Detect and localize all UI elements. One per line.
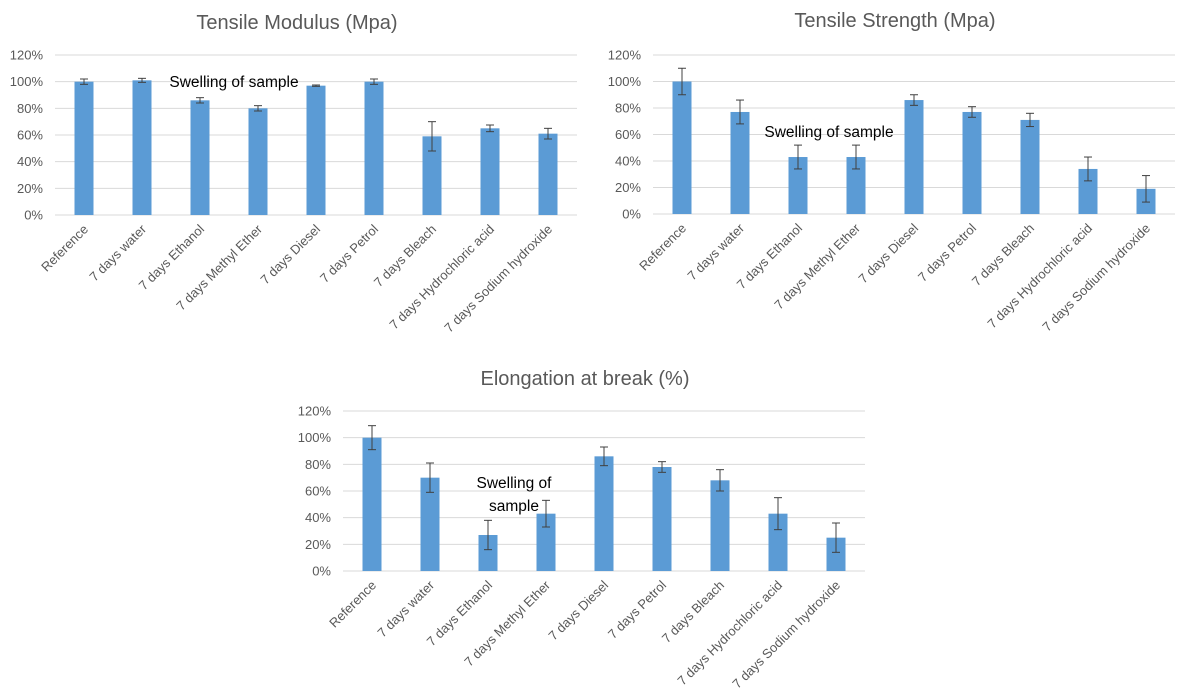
y-tick-label: 40% (615, 154, 641, 169)
x-tick-label: 7 days Petrol (915, 220, 979, 284)
x-tick-label: 7 days Diesel (257, 221, 323, 287)
y-tick-label: 60% (305, 484, 331, 499)
x-tick-label: 7 days Diesel (545, 577, 611, 643)
y-tick-label: 60% (17, 128, 43, 143)
bar (190, 100, 210, 215)
bar (306, 85, 326, 216)
x-tick-label: 7 days Petrol (317, 221, 381, 285)
y-tick-label: 120% (298, 404, 332, 419)
bar (478, 535, 498, 571)
x-tick-label: 7 days Sodium hydroxide (729, 578, 843, 692)
x-tick-label: 7 days Diesel (855, 220, 921, 286)
annotation-text: sample (489, 498, 539, 515)
bar (730, 111, 750, 214)
bar (594, 456, 614, 571)
y-tick-label: 80% (615, 101, 641, 116)
y-tick-label: 0% (622, 207, 641, 222)
y-tick-label: 80% (17, 101, 43, 116)
bar (672, 81, 692, 214)
y-tick-label: 20% (615, 180, 641, 195)
y-tick-label: 40% (17, 154, 43, 169)
bar (364, 81, 384, 216)
x-tick-label: 7 days Petrol (605, 577, 669, 641)
chart-title: Tensile Strength (Mpa) (794, 10, 995, 32)
chart-title: Tensile Modulus (Mpa) (196, 12, 397, 34)
bar (652, 467, 672, 571)
y-tick-label: 40% (305, 510, 331, 525)
bar (710, 480, 730, 571)
chart-elongation-at-break: Elongation at break (%) 0% 20% 40% 60% 80% 10… (298, 368, 865, 691)
x-tick-label: 7 days water (684, 220, 747, 283)
y-tick-label: 100% (608, 74, 642, 89)
x-tick-label: 7 days water (86, 221, 149, 284)
y-tick-label: 120% (10, 48, 44, 63)
bar (788, 157, 808, 214)
x-tick-label: Reference (38, 222, 91, 275)
bar (422, 136, 442, 215)
y-tick-label: 120% (608, 48, 642, 63)
x-tick-label: 7 days Hydrochloric acid (674, 578, 785, 689)
y-tick-label: 0% (24, 208, 43, 223)
bar (74, 81, 94, 216)
bar (248, 108, 268, 215)
x-tick-label: Reference (636, 221, 689, 274)
y-tick-label: 80% (305, 457, 331, 472)
chart-tensile-modulus: Tensile Modulus (Mpa) 0% 20% 40% 60% 80% 100%… (10, 12, 577, 335)
bar (1020, 119, 1040, 214)
bar (420, 477, 440, 571)
chart-tensile-strength: Tensile Strength (Mpa) 0% 20% 40% 60% 80% 100… (608, 10, 1175, 334)
bar (538, 133, 558, 215)
y-tick-label: 20% (17, 181, 43, 196)
bar (962, 111, 982, 214)
annotation-text: Swelling of (477, 475, 553, 492)
x-tick-label: Reference (326, 578, 379, 631)
bar (132, 80, 152, 215)
bar (1078, 168, 1098, 214)
y-tick-label: 100% (298, 430, 332, 445)
chart-title: Elongation at break (%) (480, 368, 689, 390)
bar (904, 100, 924, 214)
bar (846, 157, 866, 214)
x-tick-label: 7 days Sodium hydroxide (441, 222, 555, 336)
x-tick-label: 7 days Hydrochloric acid (386, 222, 497, 333)
y-tick-label: 0% (312, 564, 331, 579)
x-tick-label: 7 days Sodium hydroxide (1039, 221, 1153, 335)
bar (536, 513, 556, 571)
x-tick-label: 7 days water (374, 577, 437, 640)
y-tick-label: 100% (10, 74, 44, 89)
annotation-text: Swelling of sample (169, 74, 298, 91)
y-tick-label: 60% (615, 127, 641, 142)
bar (826, 537, 846, 571)
bar (480, 128, 500, 215)
bar (768, 513, 788, 571)
y-tick-label: 20% (305, 537, 331, 552)
bar (362, 437, 382, 571)
annotation-text: Swelling of sample (764, 124, 893, 141)
x-tick-label: 7 days Hydrochloric acid (984, 221, 1095, 332)
